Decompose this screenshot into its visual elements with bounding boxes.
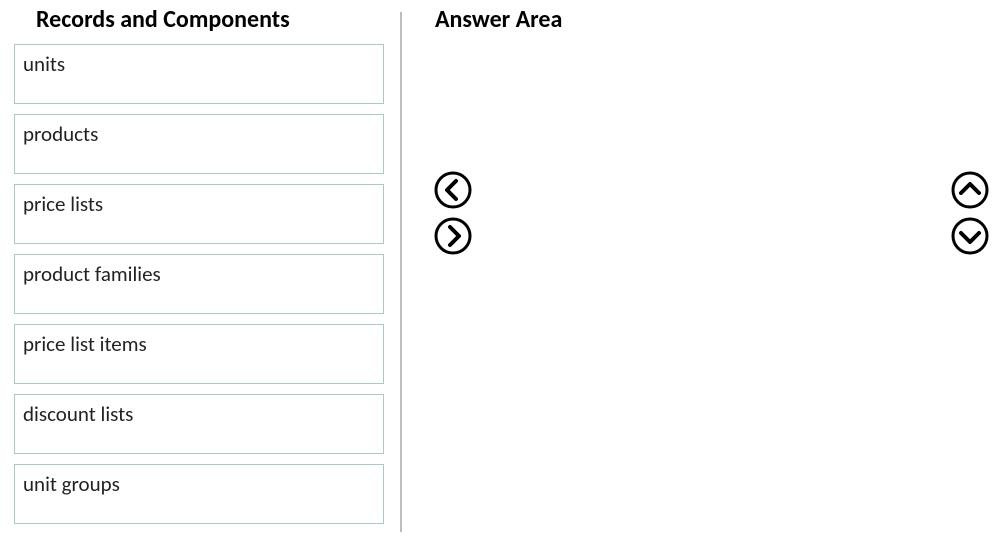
source-list: units products price lists product famil… bbox=[14, 44, 384, 524]
chevron-right-icon bbox=[433, 216, 473, 256]
list-item-label: products bbox=[23, 121, 98, 147]
chevron-down-icon bbox=[950, 216, 990, 256]
source-item-product-families[interactable]: product families bbox=[14, 254, 384, 314]
source-item-price-lists[interactable]: price lists bbox=[14, 184, 384, 244]
list-item-label: price lists bbox=[23, 191, 103, 217]
move-down-button[interactable] bbox=[950, 216, 990, 256]
list-item-label: price list items bbox=[23, 331, 147, 357]
source-item-products[interactable]: products bbox=[14, 114, 384, 174]
source-item-price-list-items[interactable]: price list items bbox=[14, 324, 384, 384]
list-item-label: discount lists bbox=[23, 401, 133, 427]
source-heading: Records and Components bbox=[36, 6, 290, 35]
drag-drop-panel: Records and Components Answer Area units… bbox=[0, 0, 1000, 539]
source-item-discount-lists[interactable]: discount lists bbox=[14, 394, 384, 454]
source-item-units[interactable]: units bbox=[14, 44, 384, 104]
move-left-button[interactable] bbox=[433, 170, 473, 210]
move-right-button[interactable] bbox=[433, 216, 473, 256]
chevron-left-icon bbox=[433, 170, 473, 210]
vertical-divider bbox=[400, 12, 402, 532]
chevron-up-icon bbox=[950, 170, 990, 210]
target-heading: Answer Area bbox=[435, 6, 562, 35]
list-item-label: unit groups bbox=[23, 471, 120, 497]
source-item-unit-groups[interactable]: unit groups bbox=[14, 464, 384, 524]
list-item-label: units bbox=[23, 51, 65, 77]
list-item-label: product families bbox=[23, 261, 161, 287]
move-up-button[interactable] bbox=[950, 170, 990, 210]
